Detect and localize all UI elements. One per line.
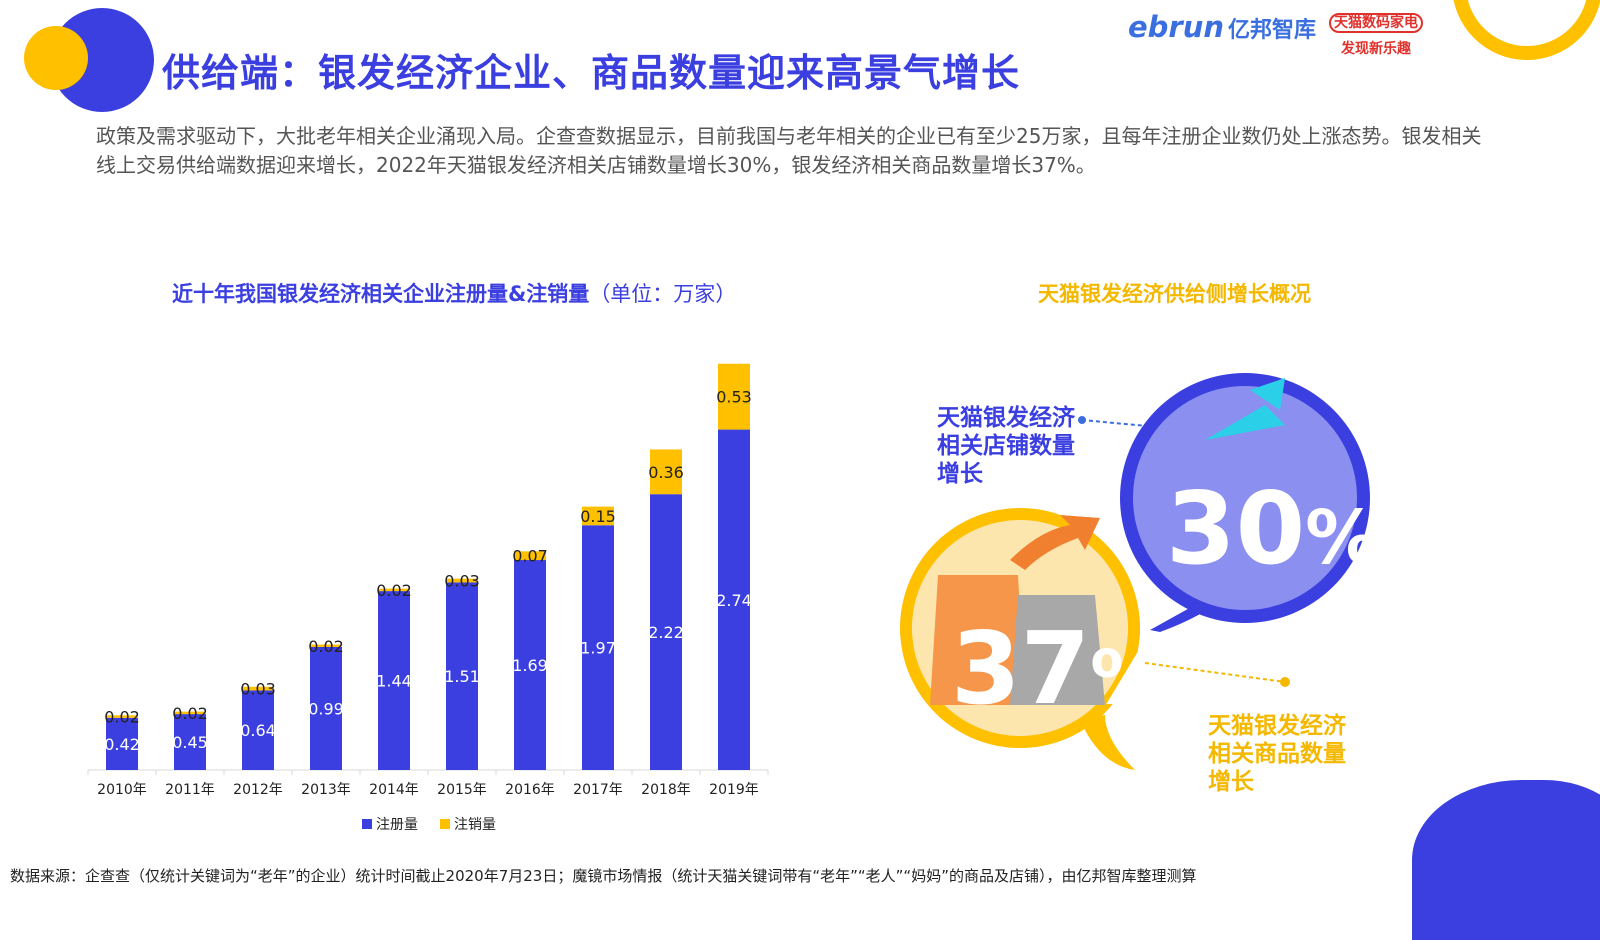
bar-registered xyxy=(106,717,138,770)
right-panel-title: 天猫银发经济供给侧增长概况 xyxy=(1038,282,1311,306)
data-label: 1.97 xyxy=(580,639,616,658)
x-tick-label: 2013年 xyxy=(301,782,351,798)
legend-label: 注册量 xyxy=(376,817,418,833)
data-label: 0.03 xyxy=(240,680,276,699)
brand-cn: 亿邦智库 xyxy=(1228,18,1317,43)
data-label: 0.36 xyxy=(648,463,684,482)
goods-growth-bubble xyxy=(900,508,1140,770)
store-growth-bubble xyxy=(1120,373,1370,632)
left-chart-title-unit: （单位：万家） xyxy=(589,282,737,306)
x-tick-label: 2019年 xyxy=(709,782,759,798)
brand-latin: ebrun xyxy=(1128,10,1225,44)
store-growth-number: 30 xyxy=(1166,470,1306,587)
arrow-up-icon xyxy=(1010,515,1100,570)
bar-cancelled xyxy=(310,644,342,647)
bar-registered xyxy=(514,560,546,770)
store-growth-percent: 30% xyxy=(1166,470,1379,587)
goods-growth-sign: % xyxy=(1090,635,1165,721)
goods-growth-number: 37 xyxy=(951,610,1091,727)
growth-graphic xyxy=(900,373,1370,770)
tmall-logo-line2: 发现新乐趣 xyxy=(1341,41,1411,57)
goods-caption-line2: 相关商品数量 xyxy=(1208,741,1346,767)
bar-registered xyxy=(242,690,274,770)
store-growth-sign: % xyxy=(1305,495,1380,581)
data-label: 1.69 xyxy=(512,656,548,675)
store-caption-line1: 天猫银发经济 xyxy=(937,405,1075,431)
bar-registered xyxy=(310,647,342,770)
data-label: 0.45 xyxy=(172,733,208,752)
bar-registered xyxy=(718,429,750,770)
x-tick-label: 2010年 xyxy=(97,782,147,798)
data-label: 0.53 xyxy=(716,388,752,407)
data-label: 0.15 xyxy=(580,507,616,526)
page-title: 供给端：银发经济企业、商品数量迎来高景气增长 xyxy=(162,51,1021,95)
legend-swatch xyxy=(440,819,450,829)
data-label: 0.99 xyxy=(308,700,344,719)
decorative-blue-blob xyxy=(1412,780,1600,940)
intro-paragraph: 政策及需求驱动下，大批老年相关企业涌现入局。企查查数据显示，目前我国与老年相关的… xyxy=(96,124,1482,177)
data-label: 1.51 xyxy=(444,667,480,686)
bar-cancelled xyxy=(650,449,682,495)
arrow-up-icon xyxy=(1205,405,1285,440)
left-chart-title-main: 近十年我国银发经济相关企业注册量&注销量 xyxy=(172,282,590,306)
bar-registered xyxy=(174,714,206,770)
data-label: 0.07 xyxy=(512,547,548,566)
bar-cancelled xyxy=(446,578,478,583)
data-label: 2.22 xyxy=(648,623,684,642)
x-tick-label: 2011年 xyxy=(165,782,215,798)
bar-registered xyxy=(378,591,410,770)
data-source-note: 数据来源：企查查（仅统计关键词为“老年”的企业）统计时间截止2020年7月23日… xyxy=(10,867,1197,885)
data-label: 0.42 xyxy=(104,735,140,754)
bar-cancelled xyxy=(106,715,138,718)
bar-registered xyxy=(650,494,682,770)
bar-cancelled xyxy=(174,711,206,715)
legend-swatch xyxy=(362,819,372,829)
bar-registered xyxy=(582,525,614,770)
store-growth-caption: 天猫银发经济 相关店铺数量 增长 xyxy=(937,404,1075,488)
bar-cancelled xyxy=(582,506,614,526)
tmall-logo-line1: 天猫数码家电 xyxy=(1329,13,1423,33)
shopping-bag-icon xyxy=(930,575,1025,705)
goods-caption-line3: 增长 xyxy=(1208,769,1254,795)
data-label: 2.74 xyxy=(716,591,752,610)
data-label: 0.03 xyxy=(444,572,480,591)
x-tick-label: 2018年 xyxy=(641,782,691,798)
legend-label: 注销量 xyxy=(454,817,496,833)
store-caption-line2: 相关店铺数量 xyxy=(937,433,1075,459)
x-tick-label: 2012年 xyxy=(233,782,283,798)
tmall-logo: 天猫数码家电 发现新乐趣 xyxy=(1326,10,1426,62)
goods-leader-dot xyxy=(1280,677,1290,687)
goods-growth-percent: 37% xyxy=(951,610,1164,727)
left-chart-title: 近十年我国银发经济相关企业注册量&注销量（单位：万家） xyxy=(172,278,736,308)
x-tick-label: 2015年 xyxy=(437,782,487,798)
data-label: 0.02 xyxy=(376,581,412,600)
ebrun-logo: ebrun 亿邦智库 xyxy=(1128,10,1316,44)
bar-cancelled xyxy=(718,363,750,430)
data-label: 0.02 xyxy=(172,704,208,723)
shopping-bag-icon xyxy=(1010,595,1105,705)
data-label: 0.02 xyxy=(104,708,140,727)
goods-caption-line1: 天猫银发经济 xyxy=(1208,713,1346,739)
bar-chart: 0.42 0.02 2010年 0.45 0.02 2011年 0.64 0.03 2012年 0… xyxy=(87,363,769,833)
decorative-ring xyxy=(1452,0,1600,60)
bar-cancelled xyxy=(378,588,410,592)
goods-growth-caption: 天猫银发经济 相关商品数量 增长 xyxy=(1208,712,1346,796)
x-tick-label: 2014年 xyxy=(369,782,419,798)
x-tick-label: 2017年 xyxy=(573,782,623,798)
x-tick-label: 2016年 xyxy=(505,782,555,798)
bar-registered xyxy=(446,582,478,770)
data-label: 1.44 xyxy=(376,672,412,691)
data-label: 0.02 xyxy=(308,637,344,656)
data-label: 0.64 xyxy=(240,721,276,740)
store-caption-line3: 增长 xyxy=(937,461,983,487)
store-leader-dot xyxy=(1078,416,1086,424)
goods-leader-line xyxy=(1144,662,1286,683)
decorative-yellow-circle xyxy=(24,26,88,90)
bar-cancelled xyxy=(242,686,274,691)
bar-cancelled xyxy=(514,551,546,561)
